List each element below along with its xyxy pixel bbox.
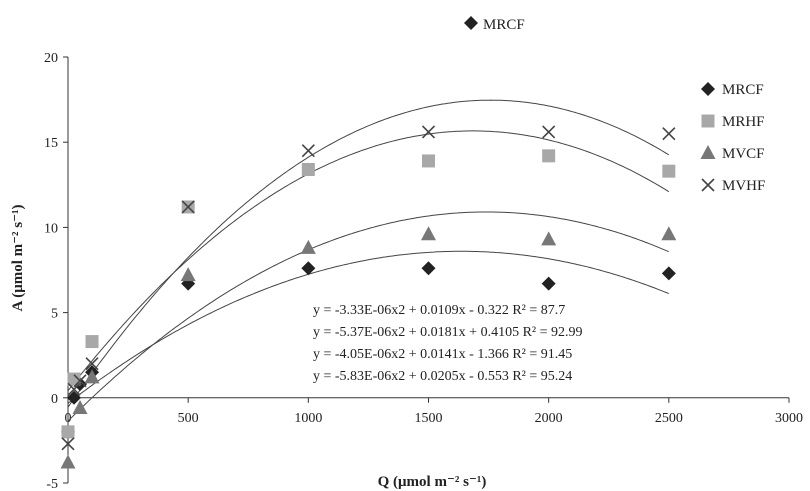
point-mvhf [542, 125, 556, 139]
point-mrhf [85, 335, 99, 349]
x-tick-label: 3000 [775, 411, 803, 426]
point-mvhf [301, 144, 315, 158]
y-tick-label: 15 [44, 136, 58, 151]
fit-equation: y = -3.33E-06x2 + 0.0109x - 0.322 R² = 8… [313, 303, 565, 318]
y-tick-label: 10 [44, 221, 58, 236]
point-mvcf [72, 400, 88, 415]
point-mvcf [180, 267, 196, 282]
legend: MRCF MRHF MVCF MVHF [700, 82, 765, 194]
fit-curve-mrcf [67, 250, 669, 404]
point-mvcf [661, 226, 677, 241]
y-tick-label: -5 [46, 477, 58, 491]
x-tick-label: 2500 [655, 411, 683, 426]
point-mvhf [181, 200, 195, 214]
legend-marker-mrcf [701, 82, 715, 96]
point-mvcf [60, 454, 76, 469]
point-mvcf [300, 239, 316, 254]
fit-curve-mvhf [67, 99, 670, 408]
x-tick-label: 500 [178, 411, 199, 426]
x-tick-label: 2000 [535, 411, 563, 426]
point-mrcf [301, 261, 316, 276]
point-mrhf [67, 372, 81, 386]
point-mvcf [541, 231, 557, 246]
point-mvhf [67, 382, 81, 396]
point-mrcf [661, 266, 676, 281]
point-mvhf [61, 437, 75, 451]
fit-equation: y = -5.83E-06x2 + 0.0205x - 0.553 R² = 9… [313, 369, 572, 384]
x-tick-label: 1000 [294, 411, 322, 426]
fit-equation: y = -4.05E-06x2 + 0.0141x - 1.366 R² = 9… [313, 347, 572, 362]
fit-curves [67, 99, 670, 422]
point-mrhf [301, 162, 315, 176]
legend-marker-mvcf [700, 145, 716, 159]
chart-title: MRCF [483, 17, 525, 33]
legend-marker-mvhf [701, 178, 715, 192]
legend-marker-mrhf [701, 114, 715, 128]
point-mrhf [61, 425, 75, 439]
point-mvhf [73, 374, 87, 388]
point-mvhf [421, 125, 436, 139]
point-mrhf [662, 164, 676, 178]
data-points [60, 125, 677, 469]
legend-label-mvcf: MVCF [722, 146, 765, 162]
point-mrcf [541, 276, 556, 291]
y-ticks: -5 0 5 10 15 20 [44, 51, 68, 491]
point-mvhf [85, 357, 99, 371]
point-mrcf [67, 390, 82, 405]
y-axis-label: A (μmol m⁻² s⁻¹) [10, 204, 26, 311]
point-mvcf [421, 226, 436, 241]
point-mvhf [662, 127, 676, 141]
chart-title-diamond-icon [464, 16, 478, 30]
x-ticks: 0 500 1000 1500 2000 2500 3000 [65, 397, 803, 426]
chart-title-group: MRCF [464, 16, 525, 33]
point-mrcf [421, 261, 436, 276]
x-axis-label: Q (μmol m⁻² s⁻¹) [378, 474, 487, 490]
legend-label-mrhf: MRHF [722, 114, 765, 130]
legend-label-mvhf: MVHF [722, 178, 765, 194]
fit-equation: y = -5.37E-06x2 + 0.0181x + 0.4105 R² = … [313, 325, 583, 340]
legend-label-mrcf: MRCF [722, 82, 764, 98]
point-mvcf [84, 369, 100, 384]
y-tick-label: 0 [51, 392, 58, 407]
point-mrhf [542, 149, 556, 163]
x-tick-label: 0 [65, 411, 72, 426]
point-mrhf [422, 154, 435, 168]
x-tick-label: 1500 [415, 411, 443, 426]
fit-curve-mvcf [67, 211, 669, 422]
y-tick-label: 5 [51, 307, 58, 322]
fit-equations: y = -3.33E-06x2 + 0.0109x - 0.322 R² = 8… [313, 303, 583, 384]
y-tick-label: 20 [44, 51, 58, 66]
